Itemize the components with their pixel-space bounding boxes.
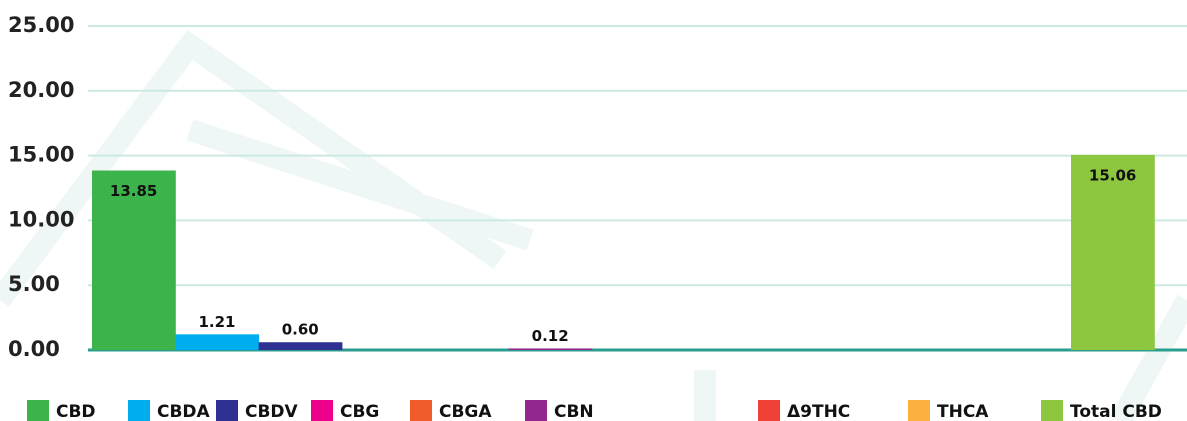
bar: [258, 342, 343, 350]
legend-swatch: [27, 400, 49, 421]
legend-swatch: [128, 400, 150, 421]
y-tick-label: 0.00: [8, 337, 60, 361]
legend-swatch: [908, 400, 930, 421]
legend-label: Δ9THC: [787, 402, 850, 421]
bar: [508, 348, 593, 350]
legend-swatch: [410, 400, 432, 421]
legend-label: Total CBD: [1070, 402, 1162, 421]
legend-swatch: [1041, 400, 1063, 421]
legend-label: CBN: [554, 402, 594, 421]
value-label: 0.12: [532, 327, 569, 345]
legend-swatch: [216, 400, 238, 421]
legend-label: THCA: [937, 402, 989, 421]
bar: [175, 334, 260, 350]
value-label: 13.85: [110, 182, 157, 200]
watermark: [0, 29, 1187, 421]
value-label: 0.60: [282, 321, 319, 339]
value-label: 15.06: [1089, 166, 1136, 184]
y-tick-label: 20.00: [8, 78, 74, 102]
y-tick-label: 25.00: [8, 13, 74, 37]
value-label: 1.21: [198, 313, 235, 331]
y-tick-label: 5.00: [8, 272, 60, 296]
legend-swatch: [758, 400, 780, 421]
y-tick-label: 15.00: [8, 143, 74, 167]
legend-swatch: [525, 400, 547, 421]
y-tick-label: 10.00: [8, 207, 74, 231]
bar: [1071, 154, 1155, 350]
legend-label: CBD: [56, 402, 96, 421]
legend-swatch: [311, 400, 333, 421]
legend-label: CBG: [340, 402, 379, 421]
legend-label: CBGA: [439, 402, 492, 421]
bar: [92, 170, 176, 350]
legend-label: CBDV: [245, 402, 299, 421]
legend-label: CBDA: [157, 402, 211, 421]
